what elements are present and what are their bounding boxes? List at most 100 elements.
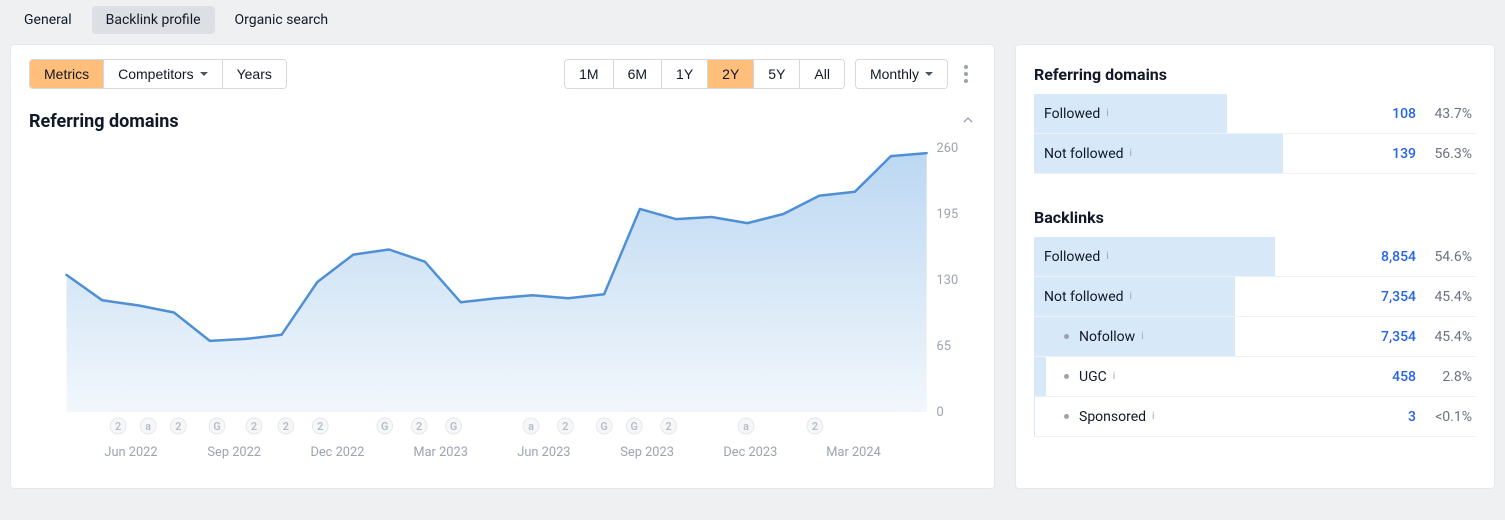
top-tabs: GeneralBacklink profileOrganic search xyxy=(0,0,1505,44)
chart-panel: MetricsCompetitorsYears 1M6M1Y2Y5YAll Mo… xyxy=(10,44,995,489)
svg-text:2: 2 xyxy=(115,420,121,433)
info-icon[interactable]: i xyxy=(1106,251,1108,262)
granularity-button-monthly[interactable]: Monthly xyxy=(856,60,947,88)
stats-section-title: Referring domains xyxy=(1034,65,1476,84)
metric-label: Sponsored i xyxy=(1034,409,1362,425)
svg-text:130: 130 xyxy=(937,273,959,288)
svg-text:2: 2 xyxy=(666,420,672,433)
chart-toolbar: MetricsCompetitorsYears 1M6M1Y2Y5YAll Mo… xyxy=(29,59,976,89)
svg-text:Sep 2023: Sep 2023 xyxy=(620,445,674,460)
svg-text:G: G xyxy=(600,420,607,433)
metric-label: Not followed i xyxy=(1034,146,1362,162)
bullet-icon xyxy=(1064,334,1069,339)
collapse-chevron-icon[interactable] xyxy=(960,112,976,132)
svg-text:2: 2 xyxy=(562,420,568,433)
svg-text:195: 195 xyxy=(937,207,959,222)
info-icon[interactable]: i xyxy=(1130,148,1132,159)
info-icon[interactable]: i xyxy=(1130,291,1132,302)
metric-percent: 2.8% xyxy=(1422,369,1476,385)
metric-value: 458 xyxy=(1362,369,1422,385)
range-button-2y[interactable]: 2Y xyxy=(708,60,754,88)
metric-percent: 45.4% xyxy=(1422,329,1476,345)
range-button-group: 1M6M1Y2Y5YAll xyxy=(564,59,845,89)
metric-value: 139 xyxy=(1362,146,1422,162)
tab-organic-search[interactable]: Organic search xyxy=(221,6,343,34)
range-button-6m[interactable]: 6M xyxy=(614,60,662,88)
svg-text:a: a xyxy=(145,420,151,433)
view-button-years[interactable]: Years xyxy=(223,60,286,88)
metric-row[interactable]: Not followed i 13956.3% xyxy=(1034,134,1476,174)
svg-text:2: 2 xyxy=(812,420,818,433)
svg-text:G: G xyxy=(213,420,220,433)
metric-row[interactable]: UGC i 4582.8% xyxy=(1034,357,1476,397)
metric-percent: 54.6% xyxy=(1422,249,1476,265)
metric-row[interactable]: Sponsored i 3<0.1% xyxy=(1034,397,1476,437)
metric-label-text: Sponsored xyxy=(1079,409,1146,425)
metric-percent: 43.7% xyxy=(1422,106,1476,122)
toolbar-left: MetricsCompetitorsYears xyxy=(29,59,287,89)
metric-percent: 45.4% xyxy=(1422,289,1476,305)
svg-text:G: G xyxy=(450,420,457,433)
svg-text:G: G xyxy=(381,420,388,433)
metric-row[interactable]: Nofollowi7,35445.4% xyxy=(1034,317,1476,357)
svg-text:a: a xyxy=(528,420,534,433)
metric-percent: <0.1% xyxy=(1422,409,1476,425)
metric-list: Followedi8,85454.6%Not followedi7,35445.… xyxy=(1034,237,1476,437)
svg-text:2: 2 xyxy=(283,420,289,433)
svg-text:Jun 2023: Jun 2023 xyxy=(517,445,570,460)
metric-label: Followed i xyxy=(1034,249,1362,265)
tab-general[interactable]: General xyxy=(10,6,86,34)
metric-row[interactable]: Followed i 10843.7% xyxy=(1034,94,1476,134)
range-button-all[interactable]: All xyxy=(800,60,844,88)
toolbar-right: 1M6M1Y2Y5YAll Monthly xyxy=(564,59,976,89)
metric-label: Followed i xyxy=(1034,106,1362,122)
metric-label-text: Followed xyxy=(1044,106,1100,122)
metric-value: 108 xyxy=(1362,106,1422,122)
svg-text:0: 0 xyxy=(937,405,944,420)
range-button-5y[interactable]: 5Y xyxy=(754,60,800,88)
svg-text:Sep 2022: Sep 2022 xyxy=(207,445,261,460)
svg-text:Mar 2023: Mar 2023 xyxy=(413,445,468,460)
metric-value: 7,354 xyxy=(1362,289,1422,305)
svg-text:2: 2 xyxy=(317,420,323,433)
chart-title: Referring domains xyxy=(29,111,179,132)
range-button-1m[interactable]: 1M xyxy=(565,60,613,88)
metric-label-text: Not followed xyxy=(1044,146,1124,162)
svg-text:Jun 2022: Jun 2022 xyxy=(104,445,157,460)
info-icon[interactable]: i xyxy=(1152,411,1154,422)
metric-label: Not followed i xyxy=(1034,289,1362,305)
range-button-1y[interactable]: 1Y xyxy=(662,60,708,88)
svg-text:Dec 2023: Dec 2023 xyxy=(723,445,777,460)
info-icon[interactable]: i xyxy=(1106,108,1108,119)
metric-row[interactable]: Followed i 8,85454.6% xyxy=(1034,237,1476,277)
svg-text:2: 2 xyxy=(416,420,422,433)
metric-percent: 56.3% xyxy=(1422,146,1476,162)
info-icon[interactable]: i xyxy=(1141,331,1143,342)
stats-panel: Referring domains Followed i 10843.7% Not fo… xyxy=(1015,44,1495,489)
bullet-icon xyxy=(1064,374,1069,379)
svg-text:260: 260 xyxy=(937,141,959,156)
svg-text:2: 2 xyxy=(251,420,257,433)
referring-domains-chart: 0651301952602a2G222G2Ga2GG2a2Jun 2022Sep… xyxy=(29,140,976,470)
metric-value: 8,854 xyxy=(1362,249,1422,265)
granularity-button-group: Monthly xyxy=(855,59,948,89)
metric-label-text: Followed xyxy=(1044,249,1100,265)
tab-backlink-profile[interactable]: Backlink profile xyxy=(92,6,215,34)
metric-row[interactable]: Not followed i 7,35445.4% xyxy=(1034,277,1476,317)
metric-label: UGC i xyxy=(1034,369,1362,385)
more-menu-icon[interactable] xyxy=(956,60,976,88)
stats-section-title: Backlinks xyxy=(1034,208,1476,227)
svg-text:Mar 2024: Mar 2024 xyxy=(826,445,881,460)
view-button-metrics[interactable]: Metrics xyxy=(30,60,104,88)
info-icon[interactable]: i xyxy=(1113,371,1115,382)
svg-text:2: 2 xyxy=(175,420,181,433)
metric-label-text: UGC xyxy=(1079,369,1107,385)
svg-text:a: a xyxy=(743,420,749,433)
bullet-icon xyxy=(1064,414,1069,419)
metric-value: 3 xyxy=(1362,409,1422,425)
metric-label-text: Not followed xyxy=(1044,289,1124,305)
view-button-competitors[interactable]: Competitors xyxy=(104,60,222,88)
svg-text:G: G xyxy=(631,420,638,433)
metric-label-text: Nofollow xyxy=(1079,329,1135,345)
svg-text:Dec 2022: Dec 2022 xyxy=(310,445,364,460)
